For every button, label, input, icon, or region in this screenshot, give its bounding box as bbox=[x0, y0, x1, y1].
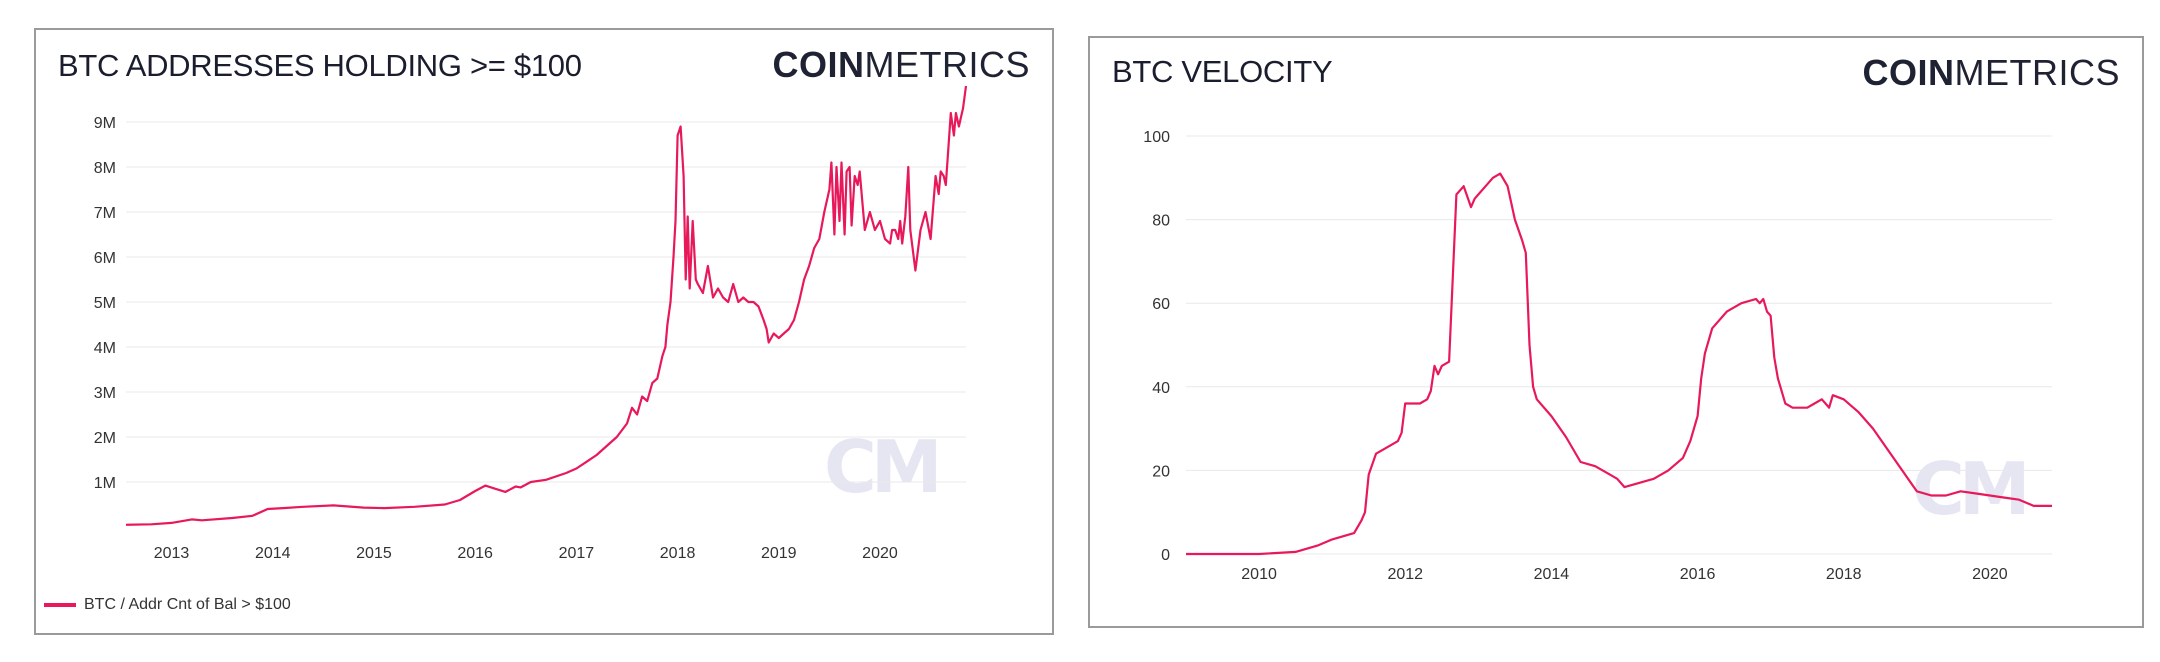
coinmetrics-logo: COINMETRICS bbox=[1863, 52, 2121, 94]
y-tick-label: 40 bbox=[1152, 380, 1170, 397]
legend-swatch bbox=[44, 603, 76, 607]
x-tick-label: 2010 bbox=[1241, 566, 1277, 583]
y-tick-label: 1M bbox=[94, 475, 116, 492]
x-tick-label: 2018 bbox=[660, 545, 696, 562]
y-tick-label: 7M bbox=[94, 205, 116, 222]
addresses-chart-panel: BTC ADDRESSES HOLDING >= $100 COINMETRIC… bbox=[34, 28, 1054, 635]
watermark-cm: CM bbox=[1912, 447, 2025, 531]
logo-light-text: METRICS bbox=[864, 44, 1030, 85]
legend-label: BTC / Addr Cnt of Bal > $100 bbox=[84, 596, 291, 613]
x-tick-label: 2013 bbox=[154, 545, 190, 562]
x-tick-label: 2020 bbox=[1972, 566, 2008, 583]
velocity-line-chart: CM 0 20 40 60 80 100 2010 2012 2014 2016 2018 2020 bbox=[1143, 129, 2052, 583]
y-tick-label: 100 bbox=[1143, 129, 1170, 146]
y-tick-label: 60 bbox=[1152, 296, 1170, 313]
series-line bbox=[1186, 172, 2052, 556]
x-tick-label: 2020 bbox=[862, 545, 898, 562]
y-tick-label: 0 bbox=[1161, 547, 1170, 564]
y-tick-label: 80 bbox=[1152, 213, 1170, 230]
x-tick-label: 2019 bbox=[761, 545, 797, 562]
x-tick-label: 2018 bbox=[1826, 566, 1862, 583]
y-tick-label: 3M bbox=[94, 385, 116, 402]
velocity-chart-panel: BTC VELOCITY COINMETRICS CM 0 20 40 60 80 100 2… bbox=[1088, 36, 2144, 628]
series-line bbox=[125, 85, 968, 526]
x-tick-label: 2014 bbox=[1534, 566, 1570, 583]
logo-light-text: METRICS bbox=[1954, 52, 2120, 93]
y-tick-label: 20 bbox=[1152, 463, 1170, 480]
addresses-line-chart: CM 1M 2M 3M 4M 5M 6M 7M 8M 9M 2013 2014 2015 2016 2017… bbox=[94, 85, 968, 562]
x-tick-label: 2017 bbox=[559, 545, 595, 562]
chart-title: BTC ADDRESSES HOLDING >= $100 bbox=[58, 48, 582, 83]
x-tick-label: 2012 bbox=[1387, 566, 1423, 583]
y-tick-label: 9M bbox=[94, 115, 116, 132]
chart-legend: BTC / Addr Cnt of Bal > $100 bbox=[44, 596, 291, 614]
x-tick-label: 2014 bbox=[255, 545, 291, 562]
y-tick-label: 8M bbox=[94, 160, 116, 177]
coinmetrics-logo: COINMETRICS bbox=[773, 44, 1031, 86]
x-tick-label: 2016 bbox=[457, 545, 493, 562]
y-tick-label: 4M bbox=[94, 340, 116, 357]
watermark-cm: CM bbox=[824, 425, 937, 509]
y-tick-label: 6M bbox=[94, 250, 116, 267]
x-tick-label: 2015 bbox=[356, 545, 392, 562]
x-tick-label: 2016 bbox=[1680, 566, 1716, 583]
y-tick-label: 2M bbox=[94, 430, 116, 447]
logo-bold-text: COIN bbox=[772, 44, 865, 85]
y-tick-label: 5M bbox=[94, 295, 116, 312]
logo-bold-text: COIN bbox=[1862, 52, 1955, 93]
chart-title: BTC VELOCITY bbox=[1112, 54, 1333, 89]
